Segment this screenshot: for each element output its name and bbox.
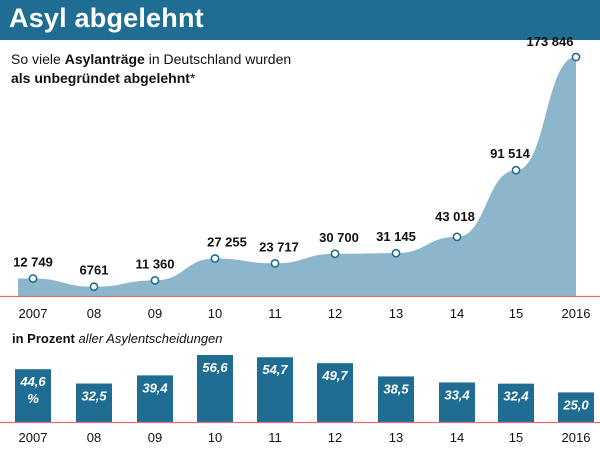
bar — [498, 383, 534, 422]
area-value-label: 173 846 — [527, 34, 574, 49]
bar — [15, 369, 51, 422]
bar-x-tick-label: 2016 — [562, 430, 591, 445]
area-value-label: 12 749 — [13, 254, 53, 269]
bar-value-label: 32,4 — [503, 389, 529, 404]
bar-chart: 44,6% 32,5 39,4 56,6 54,7 49,7 38,5 33,4 32,4 25,… — [0, 355, 600, 445]
area-value-label: 43 018 — [435, 209, 475, 224]
subtitle-part1: So viele — [11, 51, 65, 67]
bar — [378, 376, 414, 422]
bar — [317, 363, 353, 422]
area-x-tick-label: 2007 — [19, 306, 48, 321]
area-value-label: 11 360 — [135, 256, 174, 271]
area-x-tick-label: 14 — [450, 306, 464, 321]
subtitle-bold1: Asylanträge — [64, 51, 145, 67]
bar — [137, 375, 173, 422]
bar-x-tick-label: 11 — [268, 430, 282, 445]
bar-value-label: 38,5 — [383, 381, 409, 396]
bar-x-tick-label: 15 — [509, 430, 523, 445]
bar-value-label: 39,4 — [142, 380, 168, 395]
percent-heading-bold: in Prozent — [12, 331, 76, 346]
area-x-tick-label: 12 — [328, 306, 342, 321]
area-point — [210, 254, 220, 263]
area-value-label: 91 514 — [490, 146, 531, 161]
subtitle-bold2: als unbegründet abgelehnt — [11, 70, 190, 86]
bar-x-tick-label: 08 — [87, 430, 101, 445]
bar-x-tick-label: 09 — [148, 430, 162, 445]
bar-x-tick-label: 12 — [328, 430, 342, 445]
bar — [439, 382, 475, 422]
subtitle-part2: in Deutschland wurden — [144, 51, 292, 67]
bar-value-label: 33,4 — [444, 387, 470, 402]
chart-title: Asyl abgelehnt — [9, 3, 204, 33]
bar-value-label: 54,7 — [262, 362, 288, 377]
area-point — [150, 275, 160, 285]
area-point — [28, 274, 38, 283]
area-x-tick-label: 11 — [268, 306, 282, 321]
area-x-tick-label: 09 — [148, 306, 162, 321]
area-value-label: 30 700 — [319, 230, 359, 245]
bar-x-tick-label: 14 — [450, 430, 464, 445]
area-point — [391, 248, 401, 258]
bar-value-label: 49,7 — [321, 368, 348, 383]
header-bar: Asyl abgelehnt — [0, 0, 600, 40]
area-point — [330, 249, 340, 259]
area-value-label: 27 255 — [207, 235, 247, 250]
bar-value-label: 32,5 — [81, 389, 107, 404]
area-x-tick-label: 2016 — [562, 306, 591, 321]
bar-x-tick-label: 2007 — [19, 430, 48, 445]
bar — [76, 383, 112, 422]
bar — [558, 392, 594, 422]
bar-x-tick-label: 10 — [208, 430, 222, 445]
bar-value-label: 25,0 — [562, 397, 589, 412]
area-chart: 12 749 6761 11 360 27 255 23 717 30 700 31 145… — [0, 34, 600, 321]
percent-heading: in Prozent aller Asylentscheidungen — [12, 331, 223, 346]
area-point — [270, 258, 280, 268]
area-value-label: 6761 — [80, 263, 109, 278]
bar — [197, 355, 233, 422]
area-point — [511, 165, 521, 175]
area-fill — [18, 57, 576, 296]
chart-subtitle: So viele Asylanträge in Deutschland wurd… — [11, 50, 341, 88]
bar-unit-label: % — [27, 391, 39, 406]
bar-value-label: 44,6 — [19, 374, 46, 389]
subtitle-suffix: * — [189, 70, 196, 86]
area-x-tick-label: 15 — [509, 306, 523, 321]
area-x-tick-label: 08 — [87, 306, 101, 321]
area-value-label: 31 145 — [376, 229, 416, 244]
area-point — [452, 232, 462, 242]
area-point — [571, 52, 581, 62]
area-point — [89, 282, 99, 292]
area-x-tick-label: 10 — [208, 306, 222, 321]
bar-x-tick-label: 13 — [389, 430, 403, 445]
bar-value-label: 56,6 — [202, 360, 228, 375]
percent-heading-italic: aller Asylentscheidungen — [75, 331, 223, 346]
bar — [257, 357, 293, 422]
area-value-label: 23 717 — [259, 239, 299, 254]
area-x-tick-label: 13 — [389, 306, 403, 321]
